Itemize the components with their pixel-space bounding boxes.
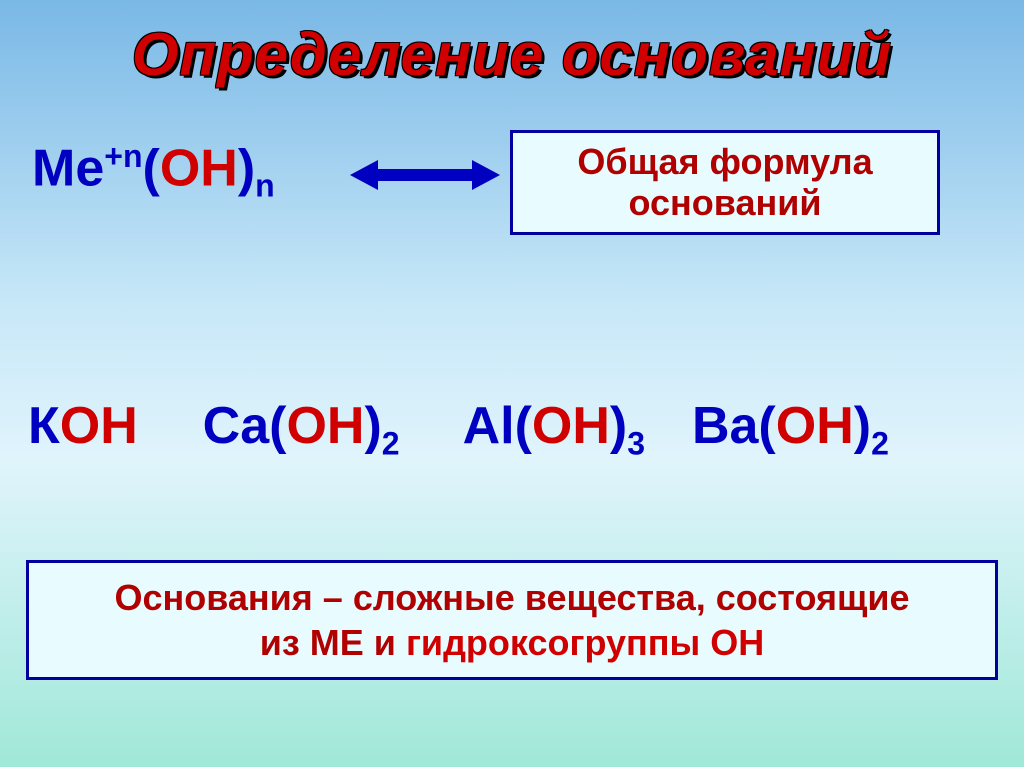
example-formulas: КOH Ca(OH)2 Al(OH)3 Ba(OH)2: [28, 396, 996, 462]
ex3-sub: 3: [627, 425, 645, 461]
slide-title: Определение оснований: [0, 20, 1024, 89]
ex3-metal: Al: [463, 397, 515, 455]
ex2-sub: 2: [382, 425, 400, 461]
ex3-oh: OH: [532, 397, 610, 455]
ex1-metal: К: [28, 397, 60, 455]
oh-group: OH: [160, 139, 238, 197]
subscript-n: n: [255, 168, 275, 204]
ex4-metal: Ba: [692, 397, 758, 455]
ex4-oh: OH: [776, 397, 854, 455]
ex2-oh: OH: [286, 397, 364, 455]
ex3-close: ): [610, 397, 627, 455]
ex4-open: (: [758, 397, 775, 455]
open-paren: (: [142, 139, 159, 197]
ex4-close: ): [854, 397, 871, 455]
close-paren: ): [238, 139, 255, 197]
ex2-metal: Ca: [203, 397, 269, 455]
ex4-sub: 2: [871, 425, 889, 461]
def-part1: Основания – сложные вещества, состоящие: [114, 577, 909, 618]
general-formula-label-box: Общая формула оснований: [510, 130, 940, 235]
ex3-open: (: [515, 397, 532, 455]
double-arrow-icon: [350, 158, 500, 197]
def-part2: из МЕ и: [260, 622, 406, 663]
box-line2: оснований: [629, 182, 822, 223]
charge-superscript: +n: [104, 138, 142, 174]
ex1-oh: OH: [60, 397, 138, 455]
metal-symbol: Me: [32, 139, 104, 197]
ex2-open: (: [269, 397, 286, 455]
ex2-close: ): [364, 397, 381, 455]
general-formula: Me+n(OH)n: [32, 138, 275, 205]
box-line1: Общая формула: [577, 141, 872, 182]
definition-box: Основания – сложные вещества, состоящие …: [26, 560, 998, 680]
def-part3: гидроксогруппы ОН: [406, 622, 764, 663]
